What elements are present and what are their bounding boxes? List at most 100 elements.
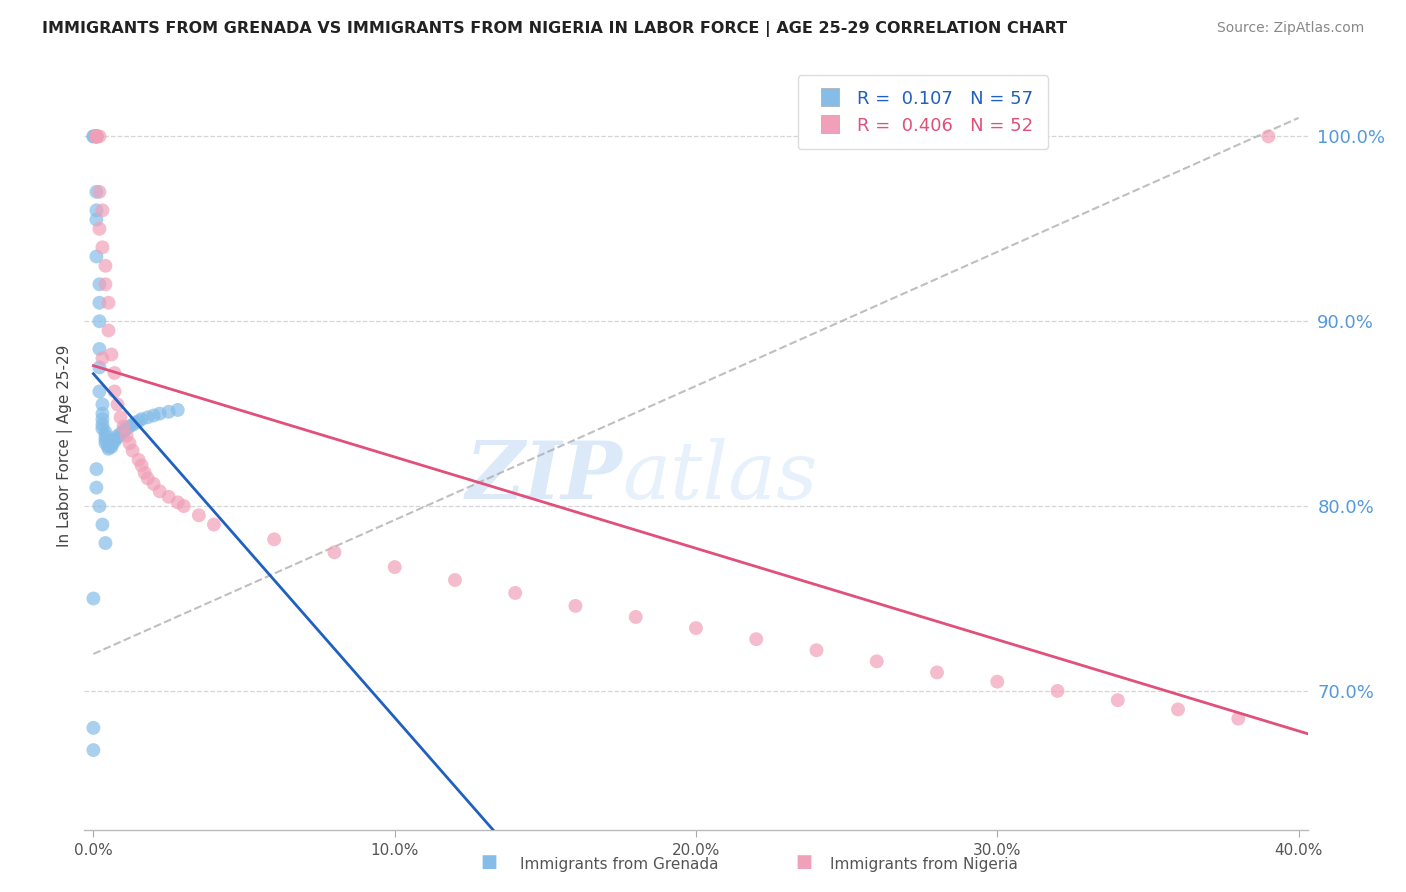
Point	[94, 433, 117, 447]
Point	[91, 407, 114, 421]
Point	[323, 545, 346, 559]
Point	[86, 129, 108, 144]
Point	[89, 295, 111, 310]
Text: ZIP: ZIP	[465, 438, 623, 516]
Point	[986, 674, 1008, 689]
Point	[112, 423, 135, 437]
Point	[86, 250, 108, 264]
Point	[503, 586, 526, 600]
Point	[89, 222, 111, 236]
Point	[112, 419, 135, 434]
Text: ■: ■	[796, 853, 813, 871]
Point	[82, 129, 104, 144]
Point	[157, 405, 180, 419]
Point	[86, 129, 108, 144]
Point	[97, 442, 120, 456]
Point	[91, 421, 114, 435]
Point	[100, 438, 122, 452]
Point	[1257, 129, 1279, 144]
Point	[94, 429, 117, 443]
Point	[263, 533, 285, 547]
Point	[1046, 684, 1069, 698]
Point	[89, 360, 111, 375]
Point	[94, 436, 117, 450]
Point	[925, 665, 948, 680]
Point	[124, 416, 146, 430]
Text: Immigrants from Grenada: Immigrants from Grenada	[520, 857, 718, 872]
Point	[121, 417, 143, 432]
Point	[86, 129, 108, 144]
Point	[624, 610, 647, 624]
Point	[103, 433, 125, 447]
Point	[866, 654, 889, 668]
Point	[82, 743, 104, 757]
Point	[86, 129, 108, 144]
Point	[91, 412, 114, 426]
Point	[82, 721, 104, 735]
Point	[110, 427, 132, 442]
Point	[1107, 693, 1129, 707]
Point	[103, 434, 125, 449]
Text: atlas: atlas	[623, 438, 818, 516]
Point	[103, 384, 125, 399]
Point	[110, 410, 132, 425]
Text: Immigrants from Nigeria: Immigrants from Nigeria	[830, 857, 1018, 872]
Point	[1227, 712, 1250, 726]
Point	[91, 517, 114, 532]
Point	[745, 632, 768, 647]
Point	[107, 397, 129, 411]
Point	[86, 212, 108, 227]
Text: Source: ZipAtlas.com: Source: ZipAtlas.com	[1216, 21, 1364, 35]
Point	[384, 560, 406, 574]
Point	[97, 323, 120, 337]
Point	[444, 573, 467, 587]
Point	[86, 481, 108, 495]
Point	[128, 414, 150, 428]
Point	[89, 384, 111, 399]
Point	[89, 314, 111, 328]
Point	[89, 342, 111, 356]
Point	[166, 495, 188, 509]
Legend: R =  0.107   N = 57, R =  0.406   N = 52: R = 0.107 N = 57, R = 0.406 N = 52	[797, 75, 1047, 149]
Point	[94, 536, 117, 550]
Point	[131, 412, 153, 426]
Y-axis label: In Labor Force | Age 25-29: In Labor Force | Age 25-29	[58, 345, 73, 547]
Point	[118, 419, 141, 434]
Point	[149, 484, 172, 499]
Point	[94, 277, 117, 292]
Point	[142, 476, 165, 491]
Point	[121, 443, 143, 458]
Point	[136, 410, 159, 425]
Point	[86, 129, 108, 144]
Text: ■: ■	[481, 853, 498, 871]
Point	[149, 407, 172, 421]
Point	[97, 295, 120, 310]
Point	[202, 517, 225, 532]
Point	[157, 490, 180, 504]
Point	[142, 409, 165, 423]
Point	[82, 591, 104, 606]
Point	[112, 425, 135, 439]
Point	[107, 429, 129, 443]
Point	[118, 436, 141, 450]
Point	[89, 499, 111, 513]
Point	[136, 471, 159, 485]
Point	[91, 203, 114, 218]
Point	[97, 438, 120, 452]
Point	[107, 431, 129, 445]
Point	[94, 425, 117, 439]
Point	[97, 440, 120, 454]
Point	[86, 203, 108, 218]
Text: IMMIGRANTS FROM GRENADA VS IMMIGRANTS FROM NIGERIA IN LABOR FORCE | AGE 25-29 CO: IMMIGRANTS FROM GRENADA VS IMMIGRANTS FR…	[42, 21, 1067, 37]
Point	[91, 397, 114, 411]
Point	[100, 436, 122, 450]
Point	[89, 185, 111, 199]
Point	[128, 453, 150, 467]
Point	[103, 366, 125, 380]
Point	[564, 599, 586, 613]
Point	[86, 185, 108, 199]
Point	[131, 458, 153, 473]
Point	[115, 429, 138, 443]
Point	[1167, 702, 1189, 716]
Point	[86, 462, 108, 476]
